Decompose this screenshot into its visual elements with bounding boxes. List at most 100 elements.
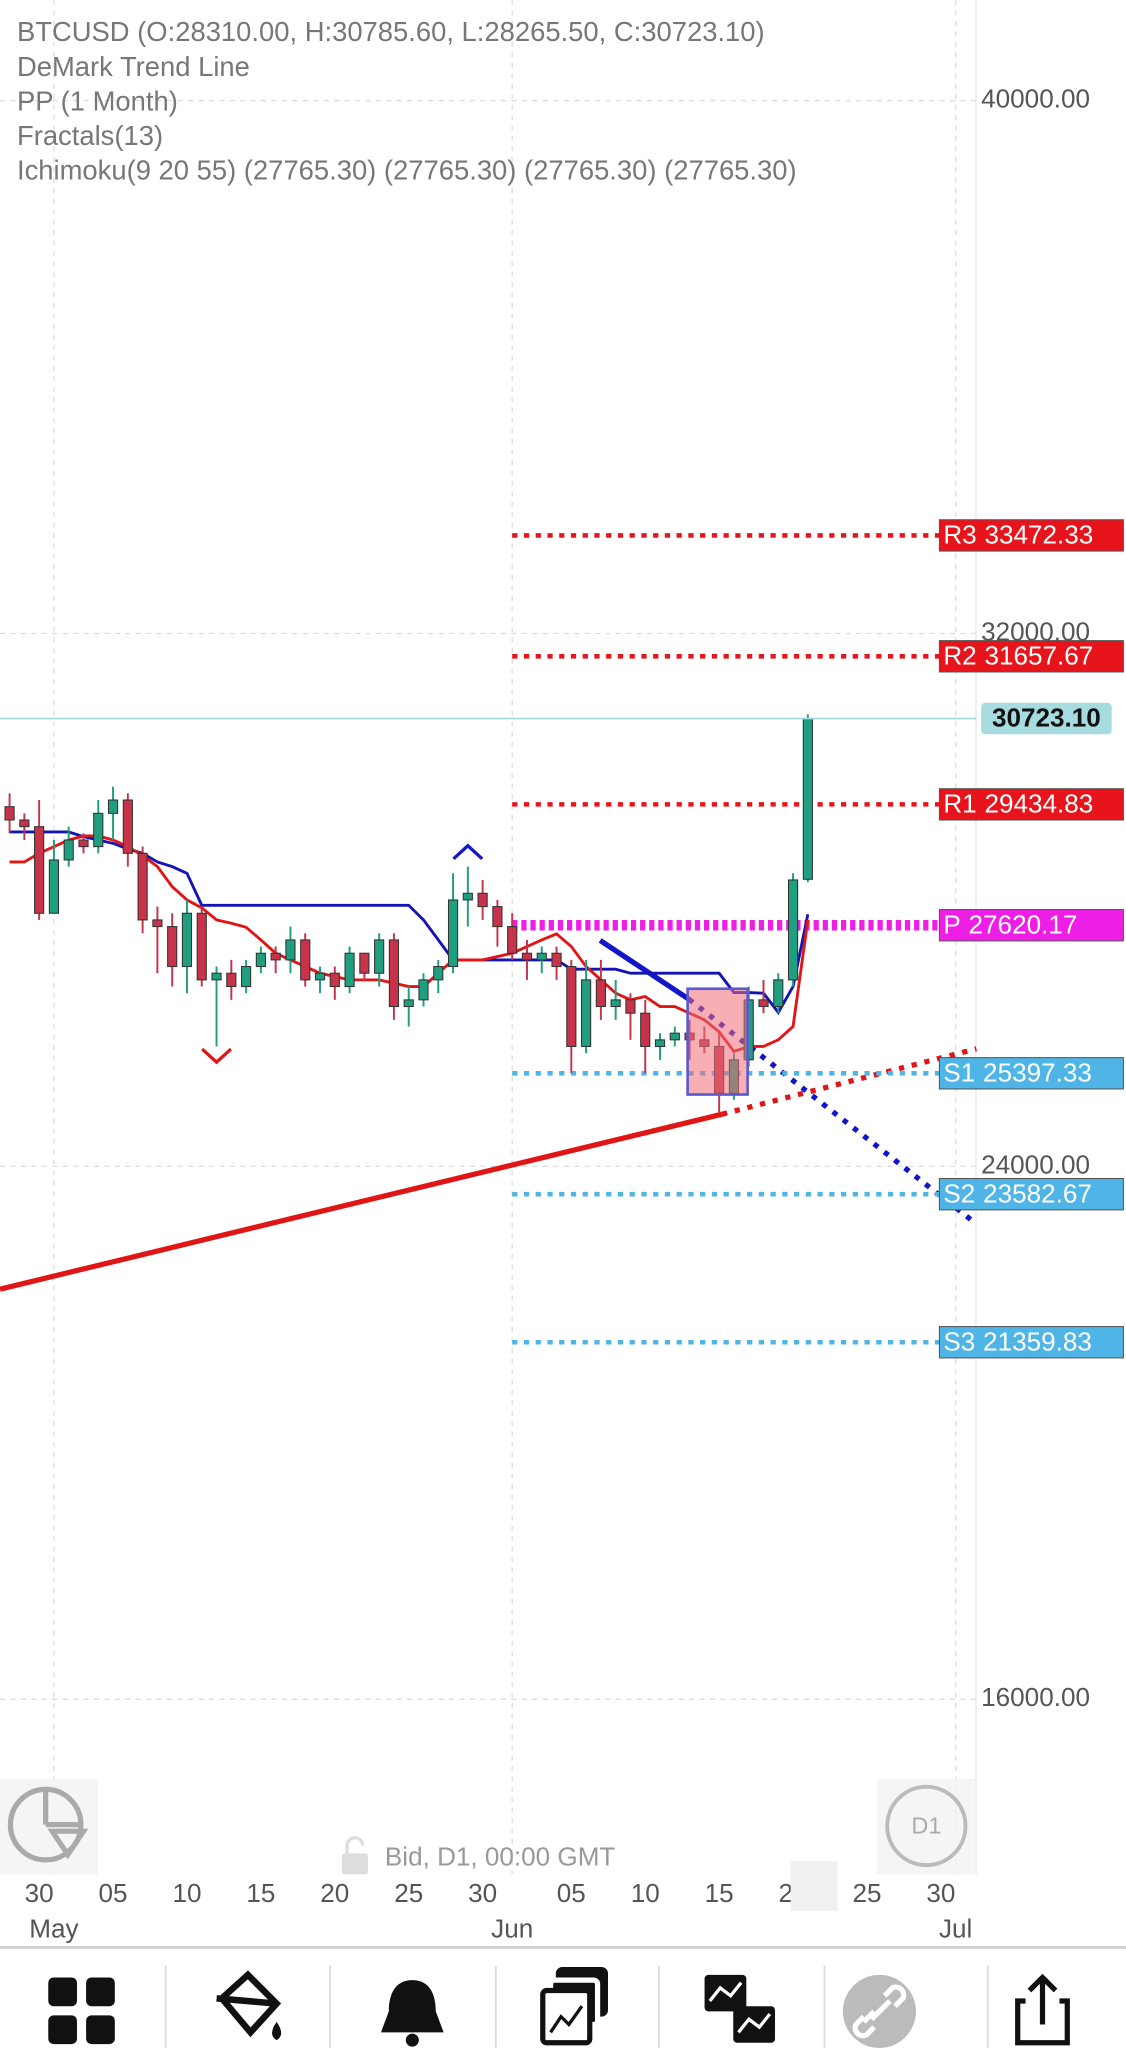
button-bg <box>876 1778 976 1875</box>
candle-body <box>640 1012 651 1048</box>
status: Bid, D1, 00:00 GMT <box>341 1836 616 1875</box>
candle-body <box>255 952 266 968</box>
chart-type-button[interactable] <box>0 1778 98 1875</box>
pivot-label-box <box>938 909 1124 942</box>
pivot-value: 27620.17 <box>969 909 1078 939</box>
candle-body <box>285 939 296 961</box>
pivot-name: P <box>943 909 960 939</box>
candle-body <box>610 999 621 1008</box>
candle-body <box>34 826 45 914</box>
candle-body <box>226 972 237 988</box>
candle-body <box>566 966 577 1048</box>
month-label: Jul <box>939 1913 972 1943</box>
pivot-value: 21359.83 <box>983 1326 1092 1356</box>
x-tick-label: 25 <box>852 1878 881 1908</box>
x-tick-label: 30 <box>926 1878 955 1908</box>
candle-body <box>63 839 74 861</box>
candle-body <box>19 819 30 828</box>
month-label: May <box>29 1913 78 1943</box>
timeframe-label: D1 <box>911 1812 941 1838</box>
candle-body <box>669 1032 680 1041</box>
timeframe-ring <box>885 1784 968 1868</box>
paint-icon[interactable] <box>216 1970 282 2041</box>
candle-body <box>137 852 148 921</box>
layers-icon[interactable] <box>540 1967 609 2046</box>
y-tick-label: 24000.00 <box>981 1149 1090 1179</box>
candle-body <box>122 799 133 854</box>
x-tick-label: 05 <box>99 1878 128 1908</box>
scroll-handle[interactable] <box>790 1861 838 1911</box>
candle-body <box>329 972 340 988</box>
month-label: Jun <box>491 1913 533 1943</box>
candle-body <box>152 919 163 928</box>
pivot-value: 31657.67 <box>985 640 1094 670</box>
pivot-label: P 27620.17 <box>943 909 1077 939</box>
x-tick-label: 10 <box>631 1878 660 1908</box>
candle-body <box>344 952 355 988</box>
candle-body <box>359 952 370 974</box>
x-tick-label: 15 <box>246 1878 275 1908</box>
candle-body <box>447 899 459 968</box>
x-tick-label: 20 <box>320 1878 349 1908</box>
pivot-label-box <box>938 1057 1124 1090</box>
candle-body <box>107 799 119 814</box>
x-tick-label: 05 <box>557 1878 586 1908</box>
candle-body <box>551 952 562 968</box>
pivot-name: R2 <box>943 640 976 670</box>
candle-body <box>787 879 799 981</box>
pivot-label: R3 33472.33 <box>943 520 1093 550</box>
fractal-up <box>452 843 484 861</box>
candle-body <box>581 979 592 1048</box>
pivot-value: 29434.83 <box>985 789 1094 819</box>
bell-icon[interactable] <box>380 1980 444 2047</box>
pivot-label-box <box>938 519 1124 552</box>
legend-line: DeMark Trend Line <box>17 51 250 82</box>
y-tick-label: 40000.00 <box>981 83 1090 113</box>
candle-body <box>211 972 222 981</box>
candle-body <box>507 926 518 954</box>
pivot-name: S1 <box>943 1057 975 1087</box>
candle-body <box>418 979 429 1001</box>
drawing-box <box>686 987 749 1096</box>
candle-body <box>78 839 89 848</box>
trend-line <box>0 1111 723 1292</box>
pivot-label: S1 25397.33 <box>943 1057 1092 1087</box>
candle-body <box>374 939 385 974</box>
candle-body <box>625 999 636 1014</box>
pivot-label-box <box>938 788 1124 821</box>
legend-line: Fractals(13) <box>17 120 163 151</box>
candle-body <box>758 999 769 1008</box>
link-icon[interactable] <box>842 1974 916 2048</box>
x-tick-label: 25 <box>394 1878 423 1908</box>
trend-line-extension <box>687 997 978 1226</box>
candle-body <box>403 999 414 1008</box>
pivot-label: R2 31657.67 <box>943 640 1093 670</box>
timeframe-button[interactable]: D1 <box>876 1778 976 1875</box>
pivot-label: S3 21359.83 <box>943 1326 1092 1356</box>
pivot-name: S2 <box>943 1178 975 1208</box>
candle-body <box>167 926 178 968</box>
pivot-label-box <box>938 1326 1124 1359</box>
candle-body <box>241 966 252 988</box>
grid-icon[interactable] <box>48 1977 115 2045</box>
share-icon[interactable] <box>1015 1973 1070 2046</box>
lock-icon <box>341 1853 368 1875</box>
fractal-down <box>201 1047 232 1065</box>
status-text: Bid, D1, 00:00 GMT <box>385 1841 616 1871</box>
last-price-box <box>981 702 1112 735</box>
lock-shackle <box>345 1836 365 1854</box>
pivot-label-box <box>938 640 1124 673</box>
candle-body <box>492 906 503 928</box>
pivot-name: R3 <box>943 520 976 550</box>
compare-icon[interactable] <box>704 1974 776 2043</box>
candle-body <box>595 979 606 1008</box>
candle-body <box>196 912 207 981</box>
pivot-label: S2 23582.67 <box>943 1178 1092 1208</box>
legend-line: PP (1 Month) <box>17 85 178 116</box>
pivot-label-box <box>938 1177 1124 1211</box>
candle-body <box>773 979 784 1008</box>
